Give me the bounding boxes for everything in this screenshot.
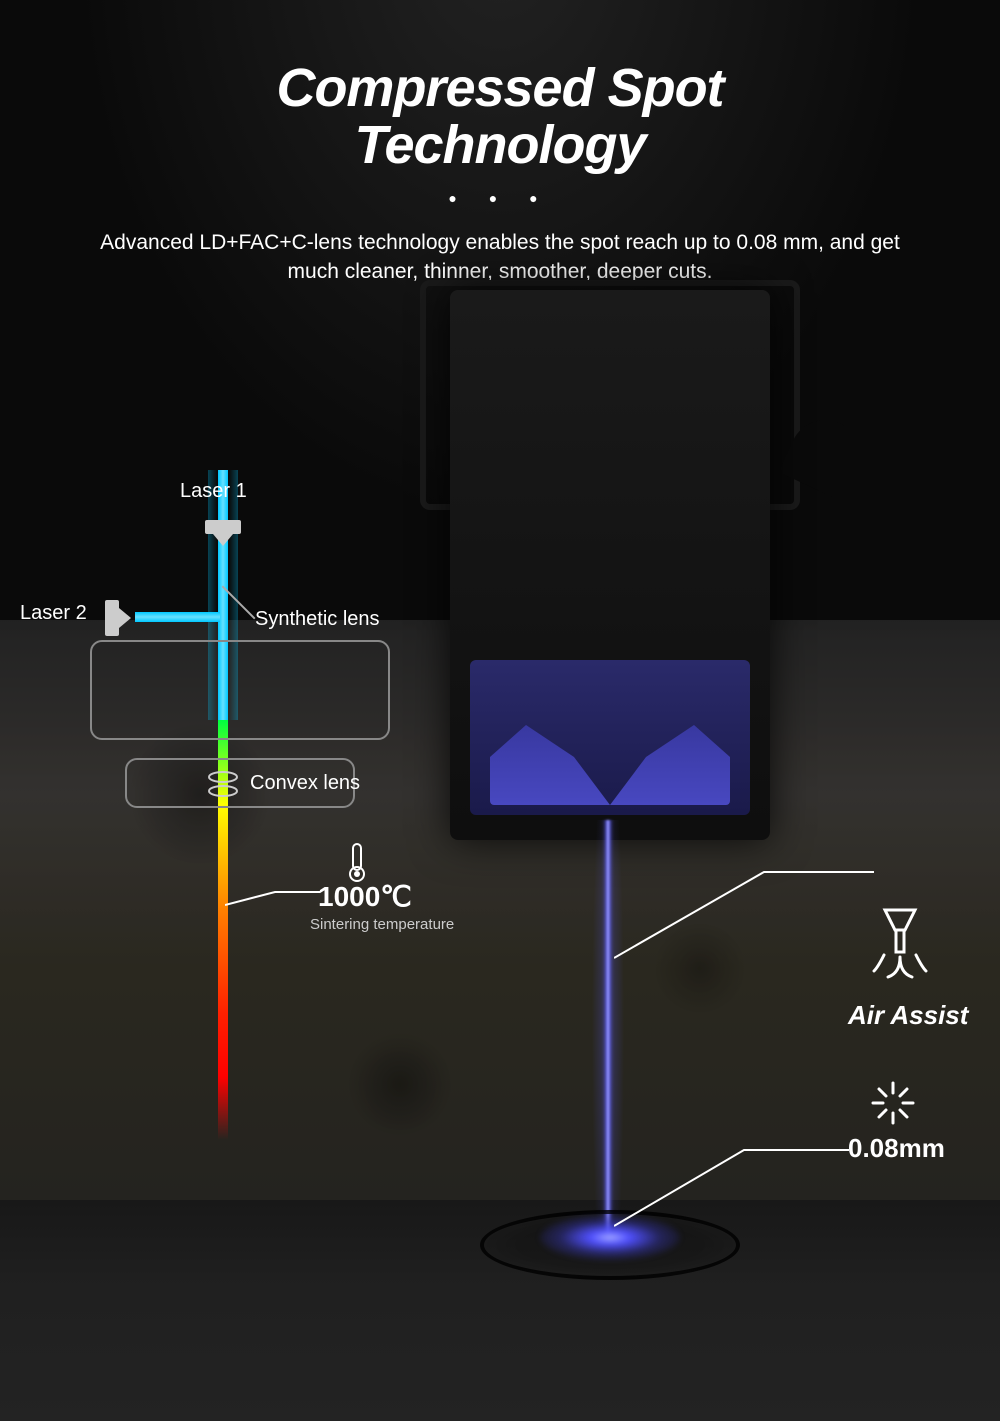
label-air-assist: Air Assist bbox=[848, 1000, 968, 1031]
label-laser-2: Laser 2 bbox=[20, 602, 87, 625]
laser-beam-main bbox=[602, 820, 614, 1240]
thermometer-icon bbox=[346, 842, 368, 882]
title-line-1: Compressed Spot bbox=[276, 58, 723, 118]
laser-module-window bbox=[470, 660, 750, 815]
label-temperature-sub: Sintering temperature bbox=[310, 916, 454, 933]
label-synthetic-lens: Synthetic lens bbox=[255, 608, 380, 631]
laser-window-optics bbox=[490, 725, 730, 805]
schematic-synthetic-lens-box bbox=[90, 640, 390, 740]
label-laser-1: Laser 1 bbox=[180, 480, 247, 503]
focus-spark-icon bbox=[870, 1080, 916, 1126]
title-line-2: Technology bbox=[0, 117, 1000, 174]
laser-1-emitter-icon bbox=[205, 520, 241, 534]
callout-line-temperature bbox=[225, 890, 320, 910]
label-temperature-value: 1000℃ bbox=[318, 880, 412, 913]
title-dots: ● ● ● bbox=[0, 190, 1000, 206]
label-convex-lens: Convex lens bbox=[250, 772, 360, 795]
callout-line-spot-size bbox=[614, 1148, 849, 1228]
laser-2-emitter-icon bbox=[105, 600, 119, 636]
air-assist-icon bbox=[870, 905, 930, 995]
subtitle-text: Advanced LD+FAC+C-lens technology enable… bbox=[80, 228, 920, 287]
page-title: Compressed Spot Technology bbox=[0, 60, 1000, 173]
label-spot-size: 0.08mm bbox=[848, 1133, 945, 1164]
callout-line-air-assist bbox=[614, 870, 874, 960]
convex-lens-icon bbox=[208, 770, 238, 798]
